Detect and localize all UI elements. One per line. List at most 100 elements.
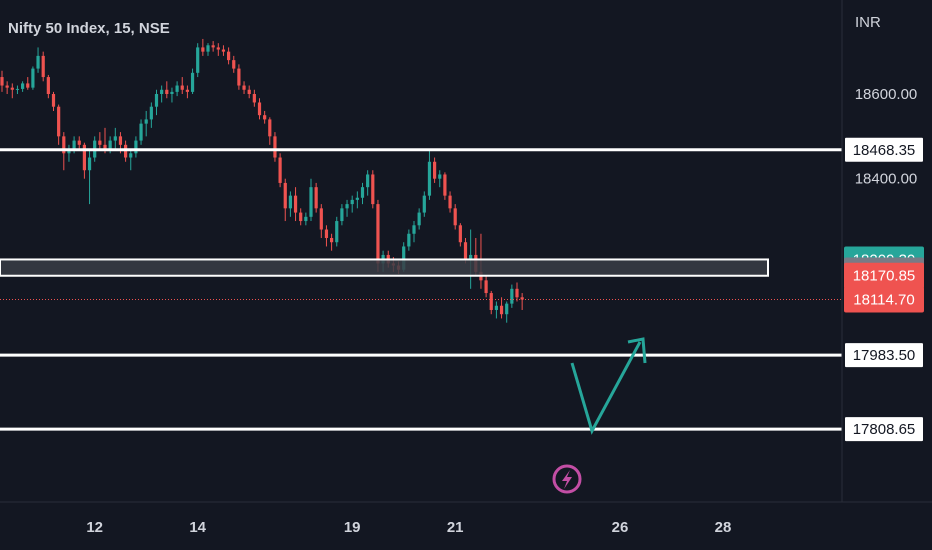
candle [41,51,45,82]
chart-title: Nifty 50 Index, 15, NSE [8,20,170,37]
candle [216,43,220,56]
candle [134,136,138,158]
time-axis: 12 14 19 21 26 28 [86,519,731,536]
time-tick-label: 14 [189,519,206,536]
candle [453,204,457,230]
price-tag: 17808.65 [843,415,925,444]
currency-label: INR [855,14,881,31]
candle [499,297,504,319]
candle [77,136,81,150]
candle [371,170,375,209]
candle [314,182,318,213]
candle [422,191,426,217]
candle [309,178,313,222]
support-zone[interactable] [0,258,769,277]
candle [494,301,498,319]
candle [211,41,215,52]
candle [10,83,14,99]
candle [232,55,236,73]
candle [273,132,277,162]
candle [515,282,519,302]
price-tag: 17983.50 [843,341,925,370]
candle [433,157,437,183]
candle [144,110,148,137]
candle [5,81,9,94]
candle [520,293,524,310]
svg-text:18468.35: 18468.35 [853,142,916,159]
candle [252,89,256,107]
candle [0,70,4,92]
svg-text:18114.70: 18114.70 [853,292,914,309]
candle [340,204,344,226]
candle [355,191,359,209]
candle [319,204,323,238]
price-tick-label: 18400.00 [855,171,918,188]
candle [170,87,174,103]
svg-text:17808.65: 17808.65 [853,421,916,438]
candle [154,89,159,116]
candle [165,81,169,99]
candle [484,276,488,298]
svg-text:17983.50: 17983.50 [853,347,916,364]
candle [113,127,117,150]
candle [448,191,452,213]
candle [257,98,262,120]
flash-icon[interactable] [552,464,582,494]
candle [407,229,411,251]
candle [335,216,339,247]
candle [21,81,25,92]
candle [304,212,308,226]
candle [82,142,86,179]
time-tick-label: 26 [612,519,629,536]
candle [175,81,179,97]
candle [206,43,210,56]
candle [505,301,509,323]
candle [67,144,71,162]
candles-layer [0,38,524,323]
candle [46,74,50,99]
candle [299,208,303,226]
candle [31,66,35,90]
candle [330,233,334,251]
candle [149,102,153,128]
candle [278,153,282,188]
time-tick-label: 19 [344,519,361,536]
candle [350,195,354,213]
candle [221,45,226,56]
candle [201,38,205,56]
candle [190,68,195,94]
candle [283,178,287,222]
candle [26,77,30,90]
candle [237,64,241,90]
candle [443,172,447,200]
candle [345,199,349,217]
candle [57,104,61,145]
candle [185,85,189,99]
svg-text:18170.85: 18170.85 [853,268,916,285]
price-tag: 18114.70 [844,286,924,313]
candle [489,290,493,315]
candle [15,85,20,94]
levels-layer [0,148,842,431]
candle [139,119,143,145]
time-tick-label: 12 [86,519,103,536]
candle [293,187,298,222]
candle [51,91,56,111]
candle [242,81,246,94]
candle [288,191,292,217]
candle [510,284,514,308]
candle [427,149,432,200]
price-axis: 18600.00 18400.00 [855,86,918,188]
price-tick-label: 18600.00 [855,86,918,103]
candle [87,149,92,205]
candle [180,77,184,94]
candle [129,149,133,171]
candle [227,47,231,65]
candle [458,223,462,247]
candle [160,85,164,103]
projection-arrow [570,337,647,435]
candle [438,170,442,188]
candle [268,117,272,145]
candle [98,132,102,150]
